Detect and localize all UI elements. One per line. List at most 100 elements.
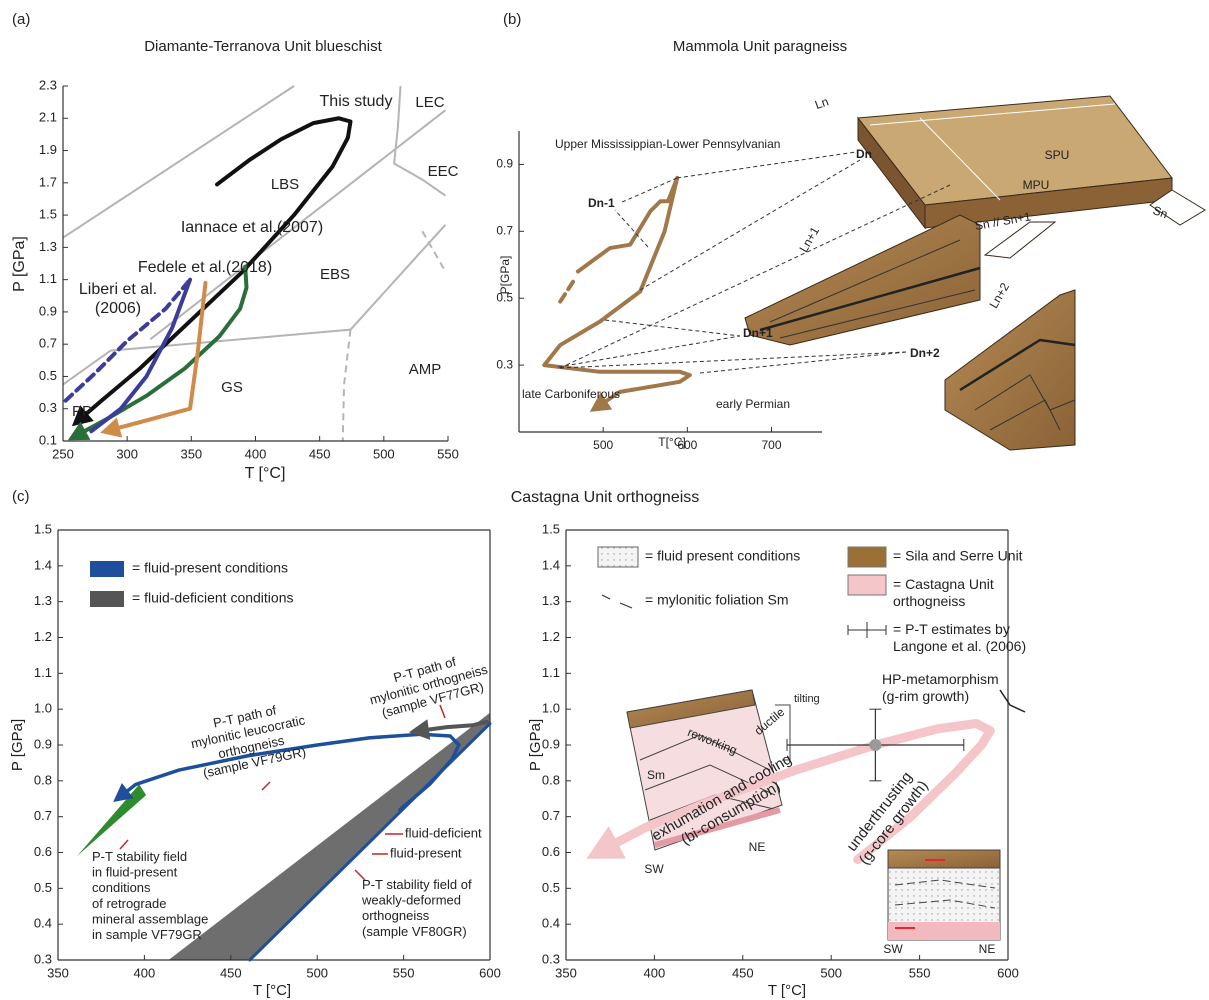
- x-tick-label: 350: [555, 965, 577, 980]
- y-tick-label: 1.3: [34, 593, 52, 608]
- y-tick-label: 0.8: [34, 772, 52, 787]
- y-tick-label: 0.7: [39, 336, 57, 351]
- y-tick-label: 0.8: [542, 772, 560, 787]
- y-tick-label: 1.5: [34, 521, 52, 536]
- field: LEC: [415, 94, 444, 111]
- y-label: P [GPa]: [527, 719, 544, 771]
- legend-label: = fluid-present conditions: [132, 560, 288, 576]
- series-label: This study: [320, 93, 393, 110]
- pointer: [120, 840, 128, 849]
- title: Castagna Unit orthogneiss: [511, 489, 700, 506]
- legend-label: = Sila and Serre Unit: [893, 548, 1023, 564]
- y-tick-label: 0.4: [542, 916, 560, 931]
- region: [77, 784, 146, 856]
- legend-label: = mylonitic foliation Sm: [645, 592, 789, 608]
- diagram-label: Ln+1: [796, 224, 822, 255]
- annotation: Dn-1: [588, 196, 615, 210]
- legend-swatch: [602, 595, 632, 608]
- x-tick-label: 600: [997, 965, 1019, 980]
- x-tick-label: 400: [134, 965, 156, 980]
- y-tick-label: 1.4: [34, 557, 52, 572]
- panel: (c): [12, 488, 30, 505]
- legend-label: = fluid-deficient conditions: [132, 590, 294, 606]
- pointer: [262, 782, 270, 790]
- y-tick-label: 1.1: [34, 665, 52, 680]
- y-tick-label: 2.1: [39, 110, 57, 125]
- diagram-label: SPU: [1045, 148, 1070, 162]
- y-tick-label: 1.7: [39, 174, 57, 189]
- facies-boundary: [110, 330, 350, 351]
- field: EEC: [428, 163, 459, 180]
- annotation: Dn: [856, 147, 872, 161]
- x-tick-label: 600: [479, 965, 501, 980]
- y-tick-label: 0.3: [542, 951, 560, 966]
- x-tick-label: 450: [309, 446, 331, 461]
- y-tick-label: 0.3: [496, 357, 513, 371]
- x-tick-label: 450: [220, 965, 242, 980]
- annotation: Upper Mississippian-Lower Pennsylvanian: [555, 137, 780, 151]
- field: EBS: [320, 266, 350, 283]
- x-tick-label: 350: [47, 965, 69, 980]
- facies-boundary: [63, 86, 294, 238]
- y-tick-label: 0.5: [39, 368, 57, 383]
- legend-swatch: [848, 575, 886, 595]
- y-tick-label: 0.7: [496, 224, 513, 238]
- x-tick-label: 550: [909, 965, 931, 980]
- x-tick-label: 450: [732, 965, 754, 980]
- y-label: P [GPa]: [9, 719, 26, 771]
- y-tick-label: 1.3: [39, 239, 57, 254]
- annotation: fluid-present: [390, 845, 462, 860]
- x-tick-label: 500: [306, 965, 328, 980]
- x-tick-label: 400: [644, 965, 666, 980]
- x-label: T[°C]: [658, 435, 685, 449]
- annotation: P-T stability fieldin fluid-presentcondi…: [92, 849, 208, 942]
- annotation: P-T path ofmylonitic orthogneiss(sample …: [364, 647, 494, 723]
- y-label: P[GPa]: [498, 256, 512, 295]
- x-tick-label: 550: [393, 965, 415, 980]
- diagram-label: Ln+2: [986, 280, 1012, 311]
- y-tick-label: 2.3: [39, 77, 57, 92]
- y-tick-label: 1.0: [542, 701, 560, 716]
- field: LBS: [271, 176, 299, 193]
- y-tick-label: 1.5: [542, 521, 560, 536]
- legend-swatch: [848, 622, 886, 638]
- annotation: P-T stability field ofweakly-deformedort…: [361, 877, 472, 939]
- x-tick-label: 550: [437, 446, 459, 461]
- y-tick-label: 0.6: [34, 844, 52, 859]
- x-label: T [°C]: [245, 465, 286, 482]
- legend-swatch: [848, 547, 886, 567]
- field: PP: [72, 403, 92, 420]
- y-tick-label: 0.4: [34, 916, 52, 931]
- field: AMP: [409, 361, 442, 378]
- legend-swatch: [90, 591, 124, 607]
- y-tick-label: 1.4: [542, 557, 560, 572]
- inset-label: SW: [883, 942, 903, 956]
- x-tick-label: 350: [180, 446, 202, 461]
- series-label: Iannace et al.(2007): [181, 219, 323, 236]
- y-tick-label: 0.9: [542, 736, 560, 751]
- y-label: P [GPa]: [11, 236, 28, 292]
- y-tick-label: 0.3: [39, 400, 57, 415]
- y-tick-label: 0.9: [39, 303, 57, 318]
- diagram-label: MPU: [1023, 178, 1050, 192]
- x-tick-label: 500: [593, 438, 613, 452]
- legend-label: = fluid present conditions: [645, 548, 800, 564]
- x-label: T [°C]: [768, 982, 806, 999]
- page: {"chart_data": [ {"type": "line", "panel…: [0, 0, 1209, 1000]
- y-tick-label: 0.9: [496, 157, 513, 171]
- panel: (b): [503, 11, 521, 28]
- y-tick-label: 1.0: [34, 701, 52, 716]
- y-tick-label: 1.1: [542, 665, 560, 680]
- facies-boundary: [350, 225, 445, 330]
- inset-label: NE: [979, 942, 996, 956]
- y-tick-label: 0.3: [34, 951, 52, 966]
- inset-label: NE: [749, 840, 766, 854]
- x-tick-label: 250: [52, 446, 74, 461]
- figure: 2503003504004505005500.10.30.50.70.91.11…: [0, 0, 1209, 1000]
- estimate-point: [869, 739, 881, 751]
- annotation: HP-metamorphism(g-rim growth): [882, 671, 999, 704]
- pt-path: [544, 178, 690, 405]
- y-tick-label: 1.9: [39, 142, 57, 157]
